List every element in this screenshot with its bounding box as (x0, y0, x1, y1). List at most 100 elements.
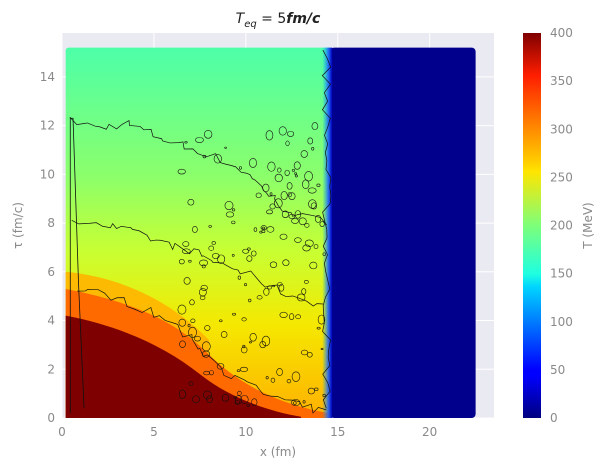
contour-island (291, 168, 296, 172)
contour-island (296, 293, 306, 302)
contour-island (231, 208, 236, 212)
contour-island (244, 283, 247, 287)
colorbar-tick-label: 50 (550, 363, 565, 377)
contour-island (190, 318, 196, 323)
contour-island (231, 220, 236, 225)
contour-island (241, 317, 247, 322)
contour-line (321, 49, 332, 409)
contour-island (285, 140, 290, 147)
contour-island (242, 344, 246, 349)
contour-island (220, 331, 228, 338)
contour-island (255, 192, 262, 199)
y-tick-label: 12 (40, 119, 55, 133)
contour-island (188, 381, 194, 386)
contour-island (177, 168, 186, 175)
contour-island (295, 314, 301, 320)
contour-island (276, 368, 283, 376)
contour-island (259, 230, 263, 234)
contour-island (248, 341, 252, 344)
y-tick-label: 14 (40, 70, 55, 84)
contour-island (206, 395, 213, 404)
contour-island (319, 221, 325, 227)
contour-island (237, 275, 241, 280)
x-tick-label: 15 (330, 425, 345, 439)
contour-island (279, 311, 288, 318)
colorbar-tick-label: 100 (550, 315, 573, 329)
contour-island (302, 244, 311, 252)
contour-island (192, 226, 198, 233)
contour-line (69, 117, 85, 414)
contour-island (249, 332, 257, 342)
contour-island (289, 313, 295, 320)
contour-island (203, 390, 212, 400)
colorbar-tick-label: 250 (550, 170, 573, 184)
contour-island (182, 248, 191, 254)
contour-island (322, 393, 326, 397)
contour-island (194, 335, 201, 342)
contour-island (278, 126, 287, 136)
contour-island (307, 387, 315, 395)
colorbar-tick-label: 350 (550, 74, 573, 88)
contour-island (256, 295, 263, 300)
contour-island (317, 314, 326, 325)
contour-island (251, 250, 257, 257)
contour-island (251, 398, 258, 406)
y-tick-label: 10 (40, 167, 55, 181)
contour-island (187, 323, 191, 328)
contour-island (225, 211, 235, 218)
x-tick-label: 5 (150, 425, 158, 439)
contour-island (278, 284, 285, 292)
y-axis-label: τ (fm/c) (11, 202, 25, 249)
contour-island (233, 396, 237, 399)
contour-island (183, 277, 191, 285)
contour-island (311, 122, 319, 130)
contour-island (188, 259, 192, 263)
x-tick-label: 0 (58, 425, 66, 439)
contour-island (288, 213, 296, 219)
contour-island (314, 387, 319, 391)
contour-island (199, 295, 206, 301)
contour-island (221, 394, 230, 402)
contour-island (266, 226, 275, 233)
contour-island (182, 241, 190, 247)
contour-island (315, 215, 322, 223)
contour-island (239, 166, 242, 170)
contour-island (240, 366, 248, 372)
contour-island (306, 352, 313, 358)
contour-island (262, 183, 270, 193)
contour-island (208, 225, 212, 228)
contour-island (236, 369, 241, 372)
contour-island (204, 129, 213, 139)
contour-island (246, 404, 250, 407)
contour-island (265, 130, 274, 141)
contour-island (184, 141, 188, 144)
contour-island (189, 299, 195, 306)
contour-lines (69, 49, 332, 414)
contour-island (253, 227, 258, 232)
contour-island (267, 285, 272, 290)
contour-island (286, 182, 293, 190)
contour-island (231, 253, 235, 257)
contour-island (309, 261, 318, 270)
contour-island (224, 200, 234, 211)
temperature-field (65, 47, 476, 418)
contour-island (313, 244, 319, 250)
contour-island (209, 370, 214, 376)
y-tick-label: 0 (47, 411, 55, 425)
contour-island (311, 147, 315, 151)
contour-island (277, 167, 282, 173)
contour-island (272, 284, 276, 288)
colorbar-tick-label: 200 (550, 219, 573, 233)
contour-island (240, 346, 248, 354)
contour-island (217, 254, 226, 264)
hot-core (65, 315, 301, 418)
contour-island (304, 171, 313, 182)
title-symbol: T (236, 11, 246, 27)
contour-island (280, 191, 288, 200)
contour-island (267, 161, 276, 172)
contour-island (270, 377, 276, 383)
x-tick-label: 20 (422, 425, 437, 439)
y-axis-ticks: 0 2 4 6 8 10 12 14 (40, 70, 55, 425)
contour-island (287, 191, 292, 198)
